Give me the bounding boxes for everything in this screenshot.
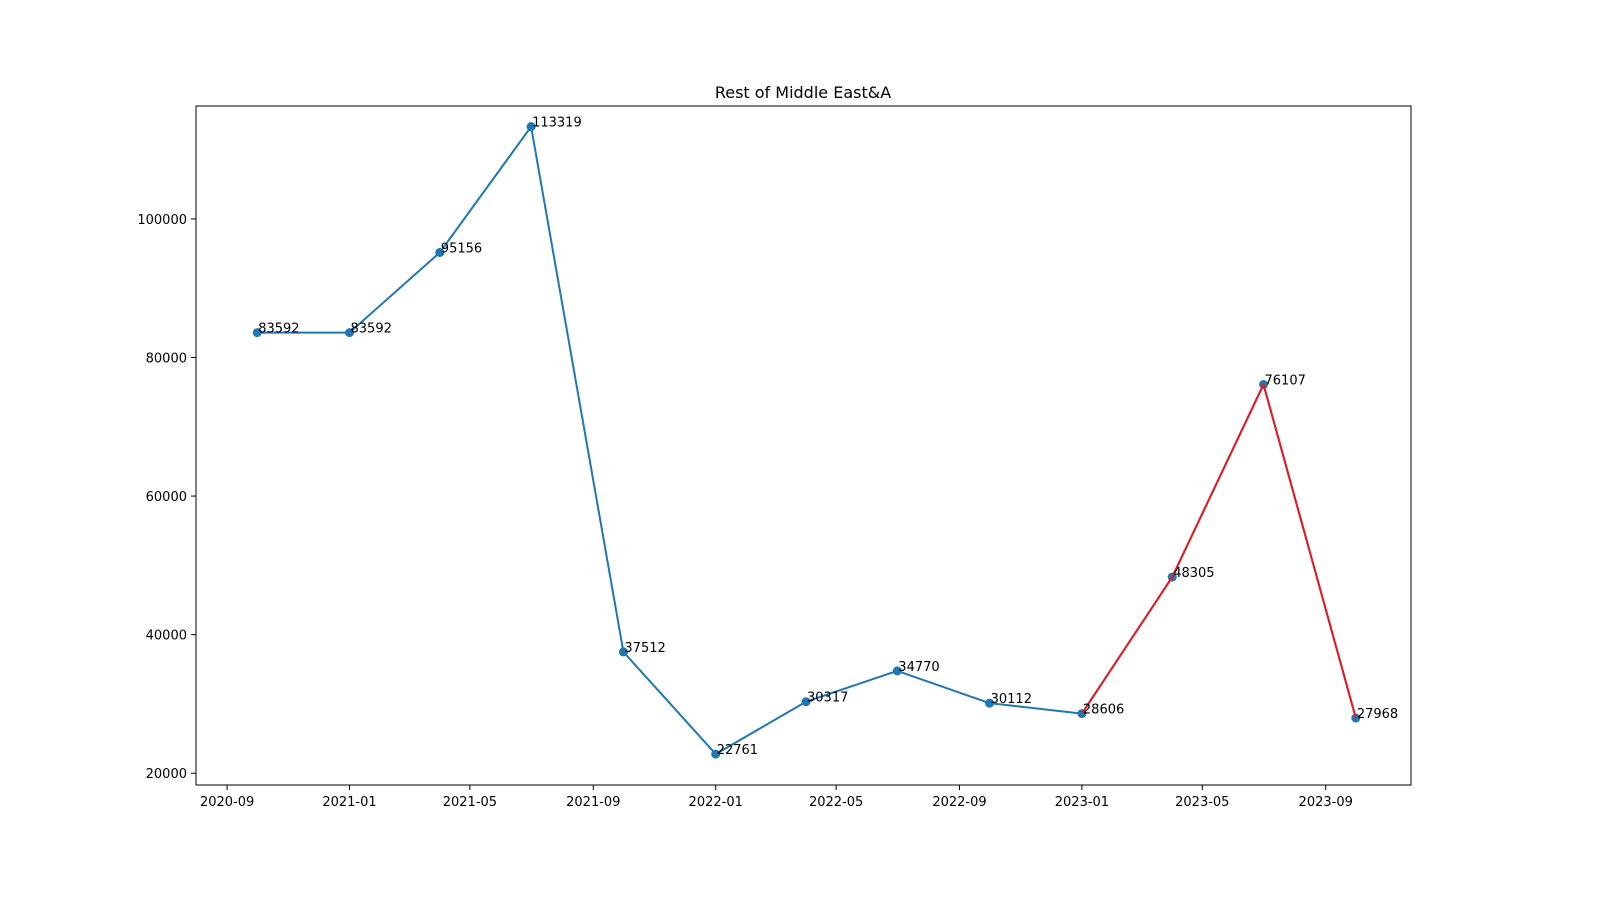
y-tick-label: 40000 [146,629,187,644]
x-tick-label: 2020-09 [200,795,254,810]
data-point [801,697,811,707]
data-point [711,749,721,759]
data-label: 30317 [807,691,848,706]
axes: 2020-09 2021-01 2021-05 2021-09 2022-01 2022-… [137,213,1353,810]
data-point [1351,713,1361,723]
plot-frame [195,105,1412,786]
chart-title: Rest of Middle East&A [715,83,891,102]
data-label: 83592 [258,322,299,337]
data-label: 95156 [441,241,482,256]
x-tick-label: 2021-05 [443,795,497,810]
data-point [892,666,902,676]
x-tick-label: 2021-01 [322,795,376,810]
data-label: 83592 [351,322,392,337]
data-label: 22761 [717,743,758,758]
series-layer [252,122,1361,759]
x-tick-label: 2023-05 [1175,795,1229,810]
x-tick-label: 2022-09 [932,795,986,810]
data-labels-layer: 83592 83592 95156 113319 37512 22761 30317 3477… [258,116,1398,758]
x-tick-label: 2022-05 [809,795,863,810]
data-label: 30112 [991,692,1032,707]
y-tick-label: 80000 [146,352,187,367]
data-label: 34770 [898,660,939,675]
x-tick-label: 2023-01 [1055,795,1109,810]
data-label: 48305 [1173,566,1214,581]
series-line-2 [1081,383,1357,719]
x-tick-label: 2021-09 [566,795,620,810]
data-point [526,122,536,132]
x-tick-label: 2022-01 [689,795,743,810]
series-line-1 [257,125,1357,756]
data-point [345,328,355,338]
data-label: 28606 [1083,703,1124,718]
x-tick-label: 2023-09 [1299,795,1353,810]
y-tick-label: 20000 [146,767,187,782]
data-point [985,698,995,708]
data-label: 37512 [624,641,665,656]
data-label: 113319 [532,116,582,131]
data-point [252,328,262,338]
y-tick-label: 100000 [137,213,187,228]
data-point [618,647,628,657]
data-label: 76107 [1265,373,1306,388]
data-point [435,247,445,257]
y-tick-label: 60000 [146,490,187,505]
data-label: 27968 [1357,707,1398,722]
